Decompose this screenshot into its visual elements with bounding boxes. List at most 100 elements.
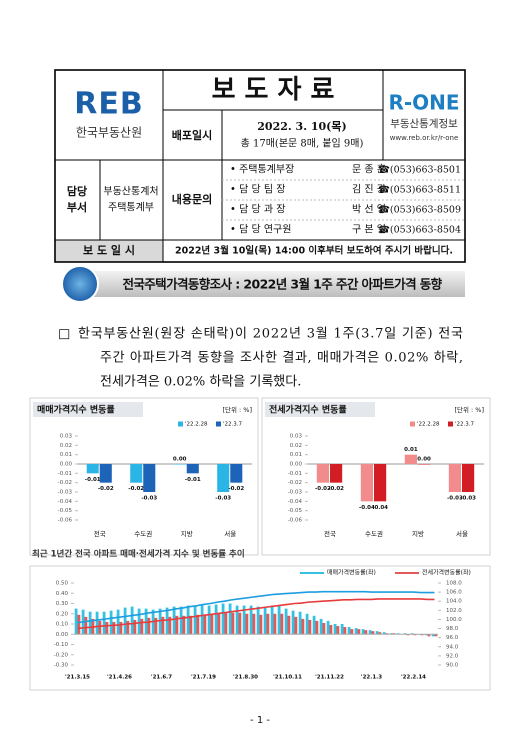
document-title: 보 도 자 료	[212, 75, 335, 105]
y2-tick-label: 92.0	[446, 653, 459, 659]
bar	[143, 464, 156, 492]
y-tick-label: -0.02	[288, 480, 302, 486]
bar	[291, 610, 295, 635]
y-tick-label: 0.40	[56, 591, 69, 597]
bar	[329, 625, 333, 635]
y-tick-label: 0.50	[56, 581, 69, 587]
bar	[137, 608, 141, 635]
table-border	[54, 69, 466, 263]
contact-rows: • 주택통계부장 문 종 훈☎(053)663-8501 • 담 당 팀 장 김 진 …	[230, 163, 461, 236]
value-label: -0.02	[228, 486, 244, 492]
bar	[228, 603, 232, 635]
bar	[186, 464, 199, 474]
r-one-subtitle: 부동산통계정보	[390, 118, 458, 130]
bar	[116, 609, 120, 635]
x-tick-label: 전국	[94, 529, 106, 538]
bar	[200, 604, 204, 635]
contact-phone: ☎(053)663-8509	[378, 205, 461, 216]
bar	[406, 634, 410, 636]
index-line	[77, 590, 435, 624]
bar	[350, 629, 354, 635]
bar	[315, 620, 319, 635]
y-tick-label: -0.03	[288, 490, 303, 496]
bar	[242, 605, 246, 635]
y2-tick-label: 94.0	[446, 644, 459, 650]
bar	[326, 620, 330, 635]
contact-label: 내용문의	[172, 192, 212, 206]
bar	[154, 617, 158, 635]
contact-name: 김 진 광	[352, 184, 386, 196]
bar	[319, 618, 323, 635]
logo: REB	[74, 87, 143, 122]
header-table: REB 한국부동산원 보 도 자 료 R-ONE 부동산통계정보 www.reb…	[54, 69, 466, 263]
chart-unit: [단위 : %]	[454, 405, 484, 414]
bar	[74, 608, 78, 635]
headline-background	[88, 271, 465, 297]
dept-label: 부서	[67, 200, 87, 214]
bar	[161, 616, 165, 635]
x-tick-label: 서울	[224, 529, 236, 538]
bar	[301, 618, 305, 635]
bar	[333, 624, 337, 635]
value-label: -0.02	[128, 486, 144, 492]
embargo-label: 보 도 일 시	[83, 243, 135, 257]
x-tick-label: '22.2.14	[401, 675, 426, 681]
value-label: -0.02	[328, 486, 344, 492]
bar	[235, 605, 239, 635]
value-label: -0.04	[359, 505, 375, 511]
legend-swatch	[410, 421, 415, 427]
y-tick-label: -0.01	[58, 471, 72, 477]
bar	[256, 606, 260, 635]
y-tick-label: 0.10	[56, 622, 69, 628]
bar	[431, 634, 435, 637]
release-label: 배포일시	[172, 128, 212, 142]
bar	[84, 616, 88, 635]
y-tick-label: -0.02	[58, 480, 72, 486]
x-tick-label: 전국	[324, 529, 336, 538]
chart-title-background	[33, 402, 143, 417]
bar	[179, 606, 183, 635]
bar	[105, 621, 109, 635]
y-tick-label: 0.20	[56, 611, 69, 617]
legend-label: '22.2.28	[417, 422, 440, 428]
y-tick-label: 0.00	[60, 462, 73, 468]
value-label: 0.00	[173, 457, 187, 463]
chart-title-background	[265, 402, 375, 417]
bar	[360, 464, 373, 502]
bar	[249, 605, 253, 635]
bar	[305, 613, 309, 635]
bar	[364, 630, 368, 635]
bar	[448, 464, 461, 492]
embargo-label-cell	[55, 240, 163, 262]
legend-swatch	[178, 421, 183, 427]
bar	[77, 614, 81, 635]
bar	[378, 632, 382, 635]
bar	[207, 605, 211, 635]
bar	[347, 627, 351, 635]
page-number: - 1 -	[250, 715, 270, 726]
bar	[193, 605, 197, 635]
y-tick-label: -0.20	[54, 652, 69, 658]
legend-swatch	[448, 421, 453, 427]
dept-name: 부동산통계처	[103, 186, 158, 198]
y2-tick-label: 100.0	[446, 617, 462, 623]
bar	[126, 620, 130, 635]
y-tick-label: -0.06	[288, 518, 303, 524]
bar	[112, 621, 116, 635]
bar	[343, 627, 347, 635]
bar	[102, 611, 106, 635]
y-tick-label: -0.05	[288, 508, 303, 514]
bar	[462, 464, 475, 492]
y2-tick-label: 104.0	[446, 599, 462, 605]
legend-label: 매매가격변동률(좌)	[327, 569, 376, 577]
bar	[217, 464, 230, 492]
y-tick-label: -0.10	[54, 642, 69, 648]
contact-role: • 주택통계부장	[230, 164, 294, 176]
y-tick-label: 0.03	[290, 434, 303, 440]
bar	[385, 633, 389, 635]
bar	[424, 634, 428, 636]
bar	[147, 617, 151, 635]
bar	[196, 614, 200, 635]
bar	[263, 606, 267, 635]
bar	[298, 611, 302, 635]
